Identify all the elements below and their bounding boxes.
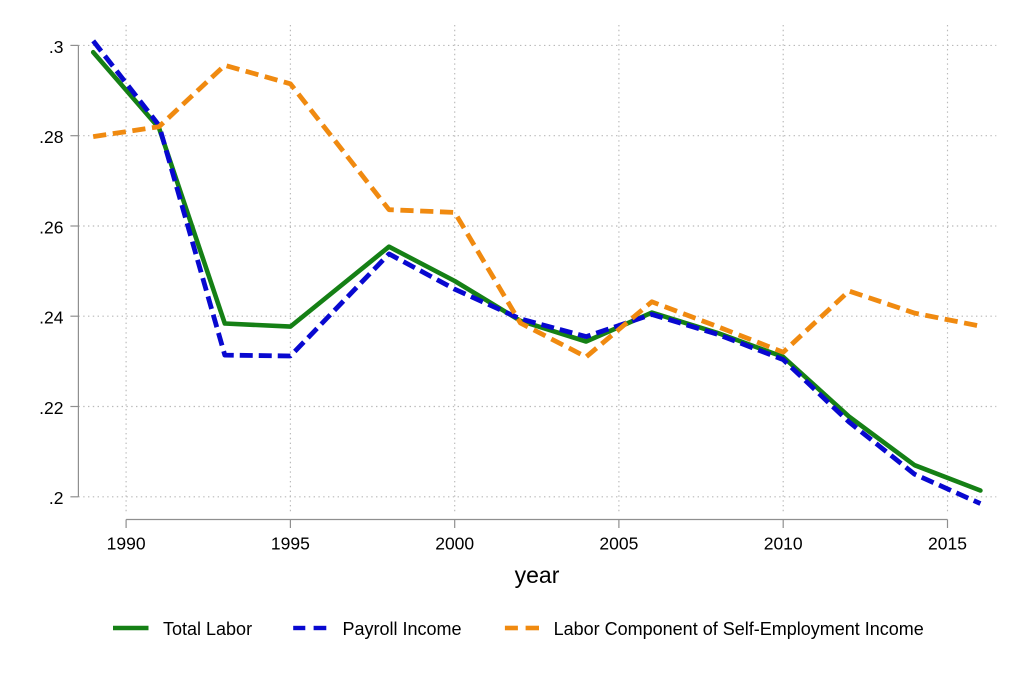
svg-text:1995: 1995 (271, 534, 310, 554)
svg-text:.26: .26 (39, 217, 63, 237)
svg-text:.2: .2 (49, 488, 64, 508)
svg-text:2005: 2005 (599, 534, 638, 554)
svg-text:Total Labor: Total Labor (163, 619, 252, 639)
svg-text:.3: .3 (49, 37, 64, 57)
svg-text:Labor Component of Self-Employ: Labor Component of Self-Employment Incom… (554, 619, 924, 639)
svg-text:2000: 2000 (435, 534, 474, 554)
svg-text:2010: 2010 (764, 534, 803, 554)
svg-text:2015: 2015 (928, 534, 967, 554)
svg-text:.22: .22 (39, 398, 63, 418)
svg-text:Payroll Income: Payroll Income (343, 619, 462, 639)
svg-text:1990: 1990 (107, 534, 146, 554)
svg-text:.28: .28 (39, 127, 63, 147)
svg-text:.24: .24 (39, 308, 64, 328)
svg-text:year: year (515, 562, 560, 588)
